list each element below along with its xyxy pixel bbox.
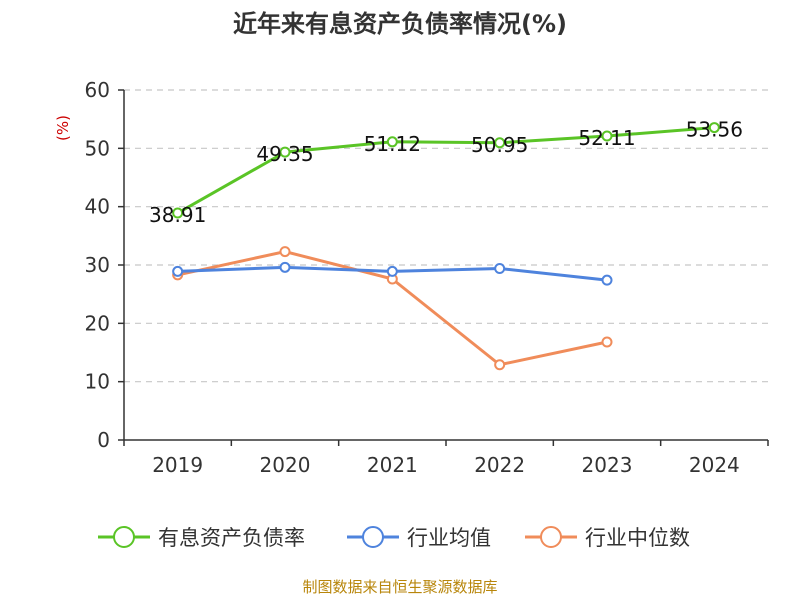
legend-item-0: 有息资产负债率 (98, 526, 305, 550)
x-tick-label: 2024 (689, 453, 740, 477)
x-tick-label: 2020 (260, 453, 311, 477)
chart-title: 近年来有息资产负债率情况(%) (233, 10, 567, 38)
data-point (708, 122, 720, 134)
data-point (386, 265, 398, 277)
data-point (494, 263, 506, 274)
legend: 有息资产负债率 行业均值 行业中位数 (98, 526, 690, 550)
series-line (176, 126, 715, 215)
legend-item-1: 行业均值 (347, 526, 491, 550)
data-point (386, 136, 398, 148)
x-tick-label: 2022 (474, 453, 525, 477)
data-point (172, 207, 184, 219)
data-label: 53.56 (686, 118, 743, 142)
axes: 0 10 20 30 40 50 60 2019 2020 2021 2022 2023 2024 (85, 78, 769, 477)
x-tick-label: 2019 (152, 453, 203, 477)
x-tick-label: 2021 (367, 453, 418, 477)
x-tick-label: 2023 (582, 453, 633, 477)
data-point (279, 146, 291, 158)
data-point (601, 274, 613, 286)
data-label: 51.12 (364, 132, 421, 156)
series-1 (172, 261, 613, 286)
y-tick-label: 60 (85, 78, 110, 102)
data-point (494, 359, 506, 371)
legend-marker (540, 526, 562, 548)
series-group: 38.91 49.35 51.12 50.95 52.11 53.56 (149, 118, 743, 371)
legend-item-2: 行业中位数 (525, 526, 690, 550)
data-point (279, 246, 291, 258)
data-point (494, 137, 506, 149)
data-point (601, 130, 613, 142)
legend-marker (362, 526, 384, 548)
y-tick-label: 30 (85, 253, 110, 277)
grid-lines (124, 89, 768, 383)
series-0: 38.91 49.35 51.12 50.95 52.11 53.56 (149, 118, 743, 227)
y-tick-label: 20 (85, 311, 110, 335)
source-note: 制图数据来自恒生聚源数据库 (302, 578, 497, 596)
data-point (279, 261, 291, 273)
y-axis-unit: (%) (54, 115, 72, 141)
series-2 (172, 246, 613, 371)
data-label: 38.91 (149, 203, 206, 227)
data-label: 50.95 (471, 133, 528, 157)
y-tick-label: 0 (97, 428, 110, 452)
data-point (172, 265, 184, 277)
data-label: 52.11 (578, 126, 635, 150)
legend-label: 行业均值 (407, 526, 491, 550)
legend-label: 行业中位数 (585, 526, 690, 550)
y-tick-label: 40 (85, 195, 110, 219)
data-label: 49.35 (256, 142, 313, 166)
y-tick-label: 50 (85, 136, 110, 160)
y-tick-label: 10 (85, 370, 110, 394)
legend-marker (113, 526, 135, 548)
legend-label: 有息资产负债率 (158, 526, 305, 550)
data-point (601, 336, 613, 348)
